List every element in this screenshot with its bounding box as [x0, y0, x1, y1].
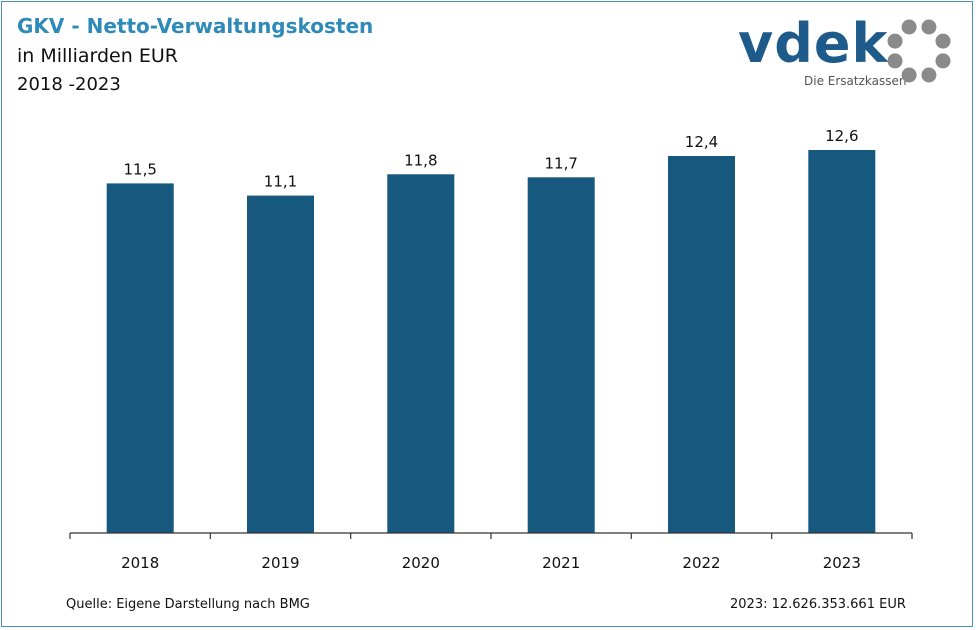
logo-ring-segment	[901, 67, 917, 83]
logo-ring-segment	[887, 33, 903, 49]
value-label: 11,7	[544, 154, 577, 172]
bar-2023	[808, 150, 876, 533]
value-label: 11,8	[404, 151, 437, 169]
vdek-logo: vdek Die Ersatzkassen	[736, 12, 958, 94]
logo-ring-segment	[921, 19, 937, 35]
logo-ring-segment	[887, 53, 903, 69]
value-label: 12,6	[825, 127, 858, 145]
x-tick-label: 2022	[682, 554, 720, 572]
logo-ring-segment	[935, 53, 951, 69]
chart-period: 2018 -2023	[17, 74, 121, 95]
bar-2020	[387, 174, 455, 534]
value-label: 11,1	[264, 173, 297, 191]
x-tick-label: 2018	[121, 554, 159, 572]
chart-subtitle: in Milliarden EUR	[17, 45, 178, 67]
x-tick-label: 2019	[261, 554, 299, 572]
logo-ring-segment	[901, 19, 917, 35]
total-note: 2023: 12.626.353.661 EUR	[730, 597, 906, 612]
logo-ring-icon	[887, 19, 951, 83]
bar-2018	[106, 183, 174, 533]
x-tick-label: 2020	[402, 554, 440, 572]
x-tick-label: 2021	[542, 554, 580, 572]
x-tick-label: 2023	[823, 554, 861, 572]
bar-2021	[527, 177, 595, 534]
bar-2019	[247, 195, 314, 533]
value-label: 12,4	[685, 133, 718, 151]
logo-tagline: Die Ersatzkassen	[804, 74, 907, 88]
logo-ring-segment	[935, 33, 951, 49]
value-label: 11,5	[123, 160, 156, 178]
chart-title: GKV - Netto-Verwaltungskosten	[17, 14, 374, 38]
logo-ring-segment	[921, 67, 937, 83]
source-note: Quelle: Eigene Darstellung nach BMG	[66, 597, 310, 612]
logo-wordmark: vdek	[738, 12, 889, 75]
bar-2022	[668, 156, 735, 533]
